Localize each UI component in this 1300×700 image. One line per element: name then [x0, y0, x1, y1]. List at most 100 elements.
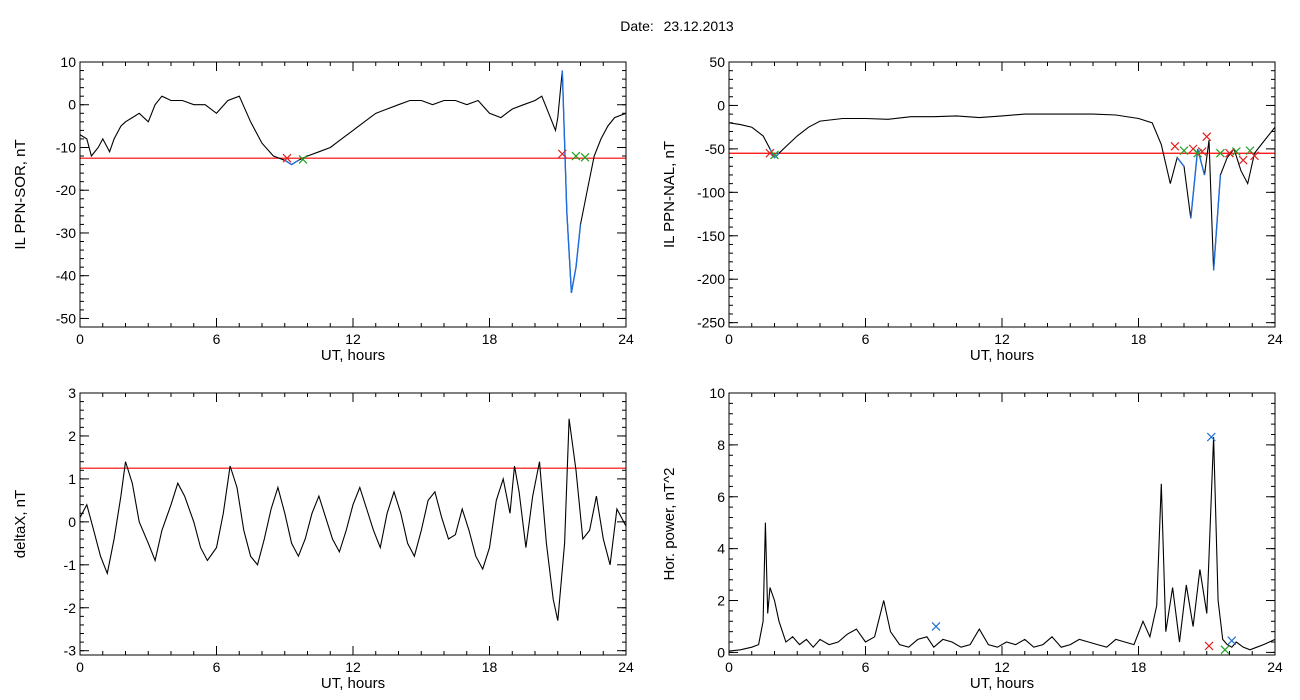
- y-tick-label: 6: [717, 489, 725, 505]
- y-axis-label: Hor. power, nT^2: [661, 468, 678, 581]
- event-marker: [765, 148, 775, 158]
- y-axis-label: deltaX, nT: [12, 490, 29, 558]
- x-axis-label: UT, hours: [321, 347, 385, 364]
- event-marker: [1206, 432, 1216, 442]
- event-marker: [298, 155, 308, 164]
- highlight-segment: [1176, 157, 1185, 167]
- y-tick-label: -1: [64, 557, 77, 573]
- highlight-segment: [1190, 148, 1206, 219]
- y-tick-label: 0: [717, 644, 725, 660]
- y-tick-label: 10: [709, 385, 725, 401]
- x-axis-label: UT, hours: [321, 675, 385, 692]
- y-axis-label: IL PPN-NAL, nT: [661, 141, 678, 248]
- event-marker: [1227, 636, 1237, 646]
- x-tick-label: 24: [1267, 331, 1283, 347]
- event-marker: [770, 150, 779, 160]
- event-marker: [1250, 151, 1259, 161]
- x-tick-label: 24: [1267, 659, 1283, 675]
- y-tick-label: 10: [60, 54, 76, 70]
- y-tick-label: -50: [705, 141, 725, 157]
- event-marker: [931, 622, 941, 631]
- y-tick-label: -50: [56, 310, 76, 326]
- y-tick-label: -2: [64, 600, 77, 616]
- x-tick-label: 6: [213, 331, 221, 347]
- y-tick-label: -40: [56, 268, 76, 284]
- event-marker: [1215, 148, 1225, 158]
- series-line: [729, 437, 1275, 652]
- chart-nal: 0 6 12 18 24 50 0 -50 -100 -150 -200 -250 UT, hours I…: [661, 54, 1283, 364]
- chart-sor: 0 6 12 18 24 10 0 -10 -20 -30 -40 -50 UT, hours IL PP…: [12, 54, 634, 364]
- x-tick-label: 0: [76, 331, 84, 347]
- y-tick-label: -100: [697, 184, 725, 200]
- x-axis-label: UT, hours: [970, 347, 1034, 364]
- x-tick-label: 12: [345, 331, 361, 347]
- event-marker: [557, 149, 567, 159]
- y-tick-label: 50: [709, 54, 725, 70]
- x-tick-label: 6: [862, 659, 870, 675]
- x-tick-label: 12: [345, 659, 361, 675]
- plot-frame: [79, 392, 627, 656]
- page-title: Date: 23.12.2013: [0, 18, 1300, 34]
- y-tick-label: 0: [68, 514, 76, 530]
- event-marker: [580, 152, 590, 162]
- series-line: [80, 418, 626, 621]
- y-tick-label: 0: [717, 97, 725, 113]
- event-marker: [1202, 132, 1212, 142]
- event-marker: [1170, 141, 1180, 151]
- event-marker: [1225, 148, 1234, 158]
- plot-area: [80, 70, 626, 293]
- title-date-label: Date:: [620, 18, 654, 34]
- x-tick-label: 12: [994, 331, 1010, 347]
- y-tick-label: -30: [56, 225, 76, 241]
- plot-area: [80, 418, 626, 621]
- y-tick-label: 0: [68, 97, 76, 113]
- plot-area: [729, 113, 1275, 271]
- event-marker: [1220, 645, 1230, 655]
- x-tick-label: 0: [76, 659, 84, 675]
- y-tick-label: 4: [717, 541, 725, 557]
- y-tick-label: 3: [68, 385, 76, 401]
- event-marker: [571, 151, 581, 161]
- event-marker: [1179, 146, 1189, 156]
- y-tick-label: -250: [697, 315, 725, 331]
- plot-area: [729, 432, 1275, 655]
- highlight-segment: [1212, 174, 1222, 271]
- x-tick-label: 24: [618, 659, 634, 675]
- chart-hpower: 0 6 12 18 24 10 8 6 4 2 0 UT, hours Hor. power, nT^2: [661, 385, 1283, 692]
- event-marker: [1193, 148, 1203, 158]
- x-tick-label: 12: [994, 659, 1010, 675]
- event-marker: [1238, 155, 1248, 165]
- plot-frame: [728, 61, 1276, 328]
- x-tick-label: 0: [725, 659, 733, 675]
- y-axis-label: IL PPN-SOR, nT: [12, 139, 29, 249]
- y-tick-label: -200: [697, 271, 725, 287]
- x-tick-label: 18: [482, 331, 498, 347]
- event-marker: [1204, 641, 1214, 651]
- y-tick-label: -150: [697, 228, 725, 244]
- y-tick-label: 1: [68, 471, 76, 487]
- y-tick-label: 8: [717, 437, 725, 453]
- plot-frame: [728, 392, 1276, 656]
- x-tick-label: 6: [862, 331, 870, 347]
- highlight-segment: [561, 70, 582, 293]
- event-marker: [1231, 147, 1241, 156]
- y-tick-label: -10: [56, 139, 76, 155]
- chart-deltax: 0 6 12 18 24 3 2 1 0 -1 -2 -3 UT, hours deltaX, nT: [12, 385, 634, 692]
- y-tick-label: -3: [64, 643, 77, 659]
- y-tick-label: 2: [68, 428, 76, 444]
- plot-frame: [79, 61, 627, 328]
- x-tick-label: 18: [1131, 331, 1147, 347]
- title-date-value: 23.12.2013: [663, 18, 734, 34]
- y-tick-label: 2: [717, 593, 725, 609]
- event-marker: [1197, 147, 1207, 156]
- event-marker: [282, 153, 292, 163]
- y-tick-label: -20: [56, 182, 76, 198]
- x-tick-label: 0: [725, 331, 733, 347]
- x-tick-label: 6: [213, 659, 221, 675]
- x-axis-label: UT, hours: [970, 675, 1034, 692]
- x-tick-label: 18: [1131, 659, 1147, 675]
- x-tick-label: 18: [482, 659, 498, 675]
- highlight-segment: [284, 159, 299, 166]
- x-tick-label: 24: [618, 331, 634, 347]
